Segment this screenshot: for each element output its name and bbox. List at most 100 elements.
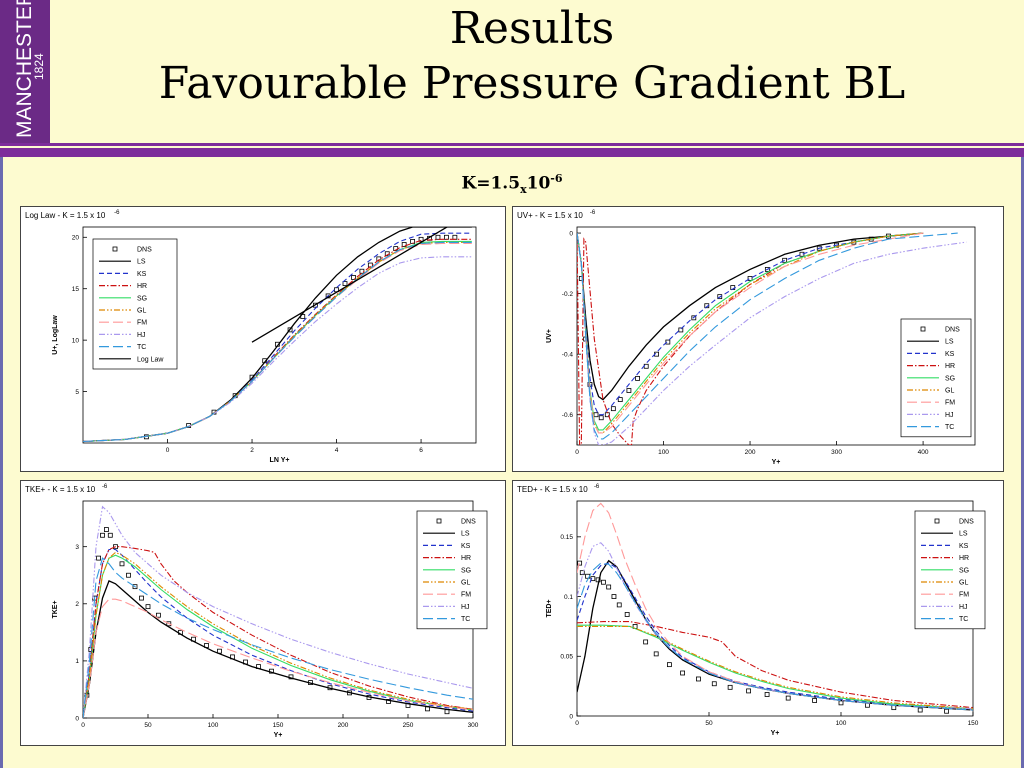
plot-area: [577, 502, 973, 714]
chart-title: TED+ - K = 1.5 x 10: [517, 485, 588, 494]
series-line-ls: [577, 232, 924, 401]
title-line-2: Favourable Pressure Gradient BL: [158, 58, 906, 109]
chart-legend: DNS LS KS HR SG GL FM HJ TC: [900, 318, 972, 438]
series-line-hr: [83, 546, 473, 718]
legend-entry-label: FM: [945, 400, 955, 407]
data-point-dns: [418, 236, 424, 242]
series-line-hj: [83, 505, 473, 718]
subtitle-times: x: [520, 183, 527, 197]
y-tick-label: 1: [75, 658, 79, 665]
y-tick-label: 2: [75, 601, 79, 608]
series-line-gl: [83, 241, 472, 443]
data-point-dns: [665, 339, 671, 345]
x-tick-label: 100: [836, 720, 847, 727]
x-tick-label: 300: [468, 722, 479, 729]
x-tick-label: 0: [166, 447, 170, 454]
data-point-dns: [917, 707, 923, 713]
plot-frame: [576, 226, 976, 446]
y-tick-label: 0.15: [560, 534, 573, 541]
data-point-dns: [626, 388, 632, 393]
frame-right-border: [1021, 157, 1024, 768]
series-line-ks: [577, 232, 924, 416]
x-tick-label: 100: [658, 449, 669, 456]
header-rule-thin: [0, 143, 1024, 146]
data-point-dns: [601, 579, 606, 585]
y-tick-label: -0.6: [562, 412, 574, 419]
legend-entry-label: LS: [959, 531, 968, 538]
data-point-dns: [100, 532, 105, 538]
legend-entry-label: FM: [959, 592, 969, 599]
data-point-dns: [598, 415, 604, 421]
legend-entry-label: HJ: [461, 604, 470, 611]
legend-entry-label: SG: [137, 295, 147, 302]
data-point-dns: [444, 709, 450, 715]
slide-title: Results Favourable Pressure Gradient BL: [52, 2, 1012, 112]
x-tick-label: 6: [419, 447, 423, 454]
legend-marker: [934, 518, 940, 524]
data-point-dns: [782, 257, 788, 263]
data-point-dns: [96, 555, 101, 561]
y-tick-label: 5: [75, 389, 79, 396]
data-point-dns: [155, 612, 161, 618]
legend-entry-label: LS: [461, 531, 470, 538]
data-point-dns: [113, 544, 118, 550]
data-point-dns: [610, 406, 616, 412]
series-line-hr: [577, 232, 924, 445]
x-tick-label: 50: [705, 720, 713, 727]
data-point-dns: [359, 268, 365, 274]
legend-entry-label: TC: [461, 616, 470, 623]
chart-title: TKE+ - K = 1.5 x 10: [25, 485, 96, 494]
series-line-gl: [577, 625, 973, 710]
chart-svg-1: UV+ - K = 1.5 x 10 -6 0 100 200 300 400 0 -0.2 -0…: [517, 210, 976, 466]
data-point-dns: [799, 251, 805, 257]
legend-entry-label: LS: [137, 259, 146, 266]
series-line-hr: [577, 621, 973, 709]
legend-entry-label: DNS: [461, 519, 476, 526]
chart-title: Log Law - K = 1.5 x 10: [25, 211, 106, 220]
y-axis-label: U+, LogLaw: [52, 315, 59, 355]
plot-area: [83, 227, 472, 443]
plot-area: [577, 232, 967, 445]
data-point-dns: [249, 374, 255, 380]
y-tick-label: -0.2: [562, 291, 574, 298]
series-line-sg: [577, 232, 924, 431]
plot-frame: [82, 226, 477, 444]
data-point-dns: [452, 234, 458, 240]
series-line-sg: [83, 554, 473, 718]
y-axis-label: UV+: [546, 329, 553, 343]
legend-entry-label: LS: [945, 339, 954, 346]
chart-title-exponent: -6: [114, 210, 120, 216]
plot-area: [83, 505, 473, 718]
legend-entry-label: FM: [137, 320, 147, 327]
data-point-dns: [747, 276, 753, 281]
data-point-dns: [764, 692, 770, 697]
legend-entry-label: HR: [945, 363, 955, 370]
subtitle-exponent: -6: [550, 172, 563, 185]
y-tick-label: 0: [569, 230, 573, 237]
y-tick-label: 0: [75, 715, 79, 722]
data-point-dns: [643, 639, 649, 645]
data-point-dns: [812, 698, 818, 703]
x-tick-label: 200: [338, 722, 349, 729]
data-point-dns: [577, 560, 583, 566]
parameter-subtitle: K=1.5x10-6: [0, 172, 1024, 196]
series-line-tc: [83, 241, 472, 443]
x-tick-label: 0: [575, 720, 579, 727]
data-point-dns: [126, 572, 131, 578]
data-point-dns: [606, 584, 612, 590]
legend-entry-label: GL: [461, 580, 470, 587]
y-tick-label: 3: [75, 544, 79, 551]
legend-entry-label: FM: [461, 592, 471, 599]
chart-panel-loglaw: Log Law - K = 1.5 x 10 -6 0 2 4 6 5 10 15 20 LN Y+…: [20, 206, 506, 472]
y-axis-label: TED+: [546, 599, 553, 617]
x-tick-label: 0: [81, 722, 85, 729]
legend-entry-label: HJ: [959, 604, 968, 611]
data-point-dns: [107, 532, 113, 538]
x-tick-label: 250: [403, 722, 414, 729]
legend-entry-label: TC: [137, 344, 146, 351]
legend-entry-label: HR: [137, 283, 147, 290]
x-axis-label: LN Y+: [270, 457, 290, 464]
data-point-dns: [635, 375, 640, 381]
plot-frame: [576, 500, 974, 717]
chart-title-exponent: -6: [102, 484, 108, 490]
